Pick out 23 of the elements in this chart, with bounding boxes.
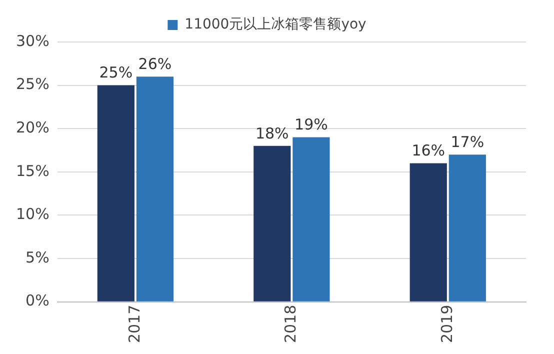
data-label: 19% bbox=[294, 116, 328, 134]
y-tick-label: 0% bbox=[26, 292, 50, 310]
bar bbox=[97, 85, 134, 302]
bar bbox=[448, 154, 486, 302]
data-label: 25% bbox=[99, 64, 133, 82]
x-tick-label: 2017 bbox=[125, 304, 144, 344]
bar bbox=[410, 163, 447, 302]
data-label: 18% bbox=[255, 124, 289, 142]
data-label: 16% bbox=[412, 142, 446, 160]
data-label: 17% bbox=[450, 132, 484, 151]
bar bbox=[136, 76, 174, 302]
y-tick-label: 5% bbox=[26, 248, 50, 266]
y-tick-label: 30% bbox=[16, 32, 50, 50]
y-tick-label: 10% bbox=[16, 205, 50, 224]
y-tick-label: 15% bbox=[16, 162, 50, 180]
data-label: 26% bbox=[138, 55, 172, 74]
y-tick-label: 25% bbox=[16, 75, 50, 94]
legend-label: 11000元以上冰箱零售额yoy bbox=[184, 16, 366, 33]
x-tick-label: 2019 bbox=[438, 304, 456, 344]
bar bbox=[292, 137, 330, 302]
bar bbox=[254, 146, 291, 302]
x-tick-label: 2018 bbox=[282, 304, 300, 344]
y-tick-label: 20% bbox=[16, 118, 50, 136]
